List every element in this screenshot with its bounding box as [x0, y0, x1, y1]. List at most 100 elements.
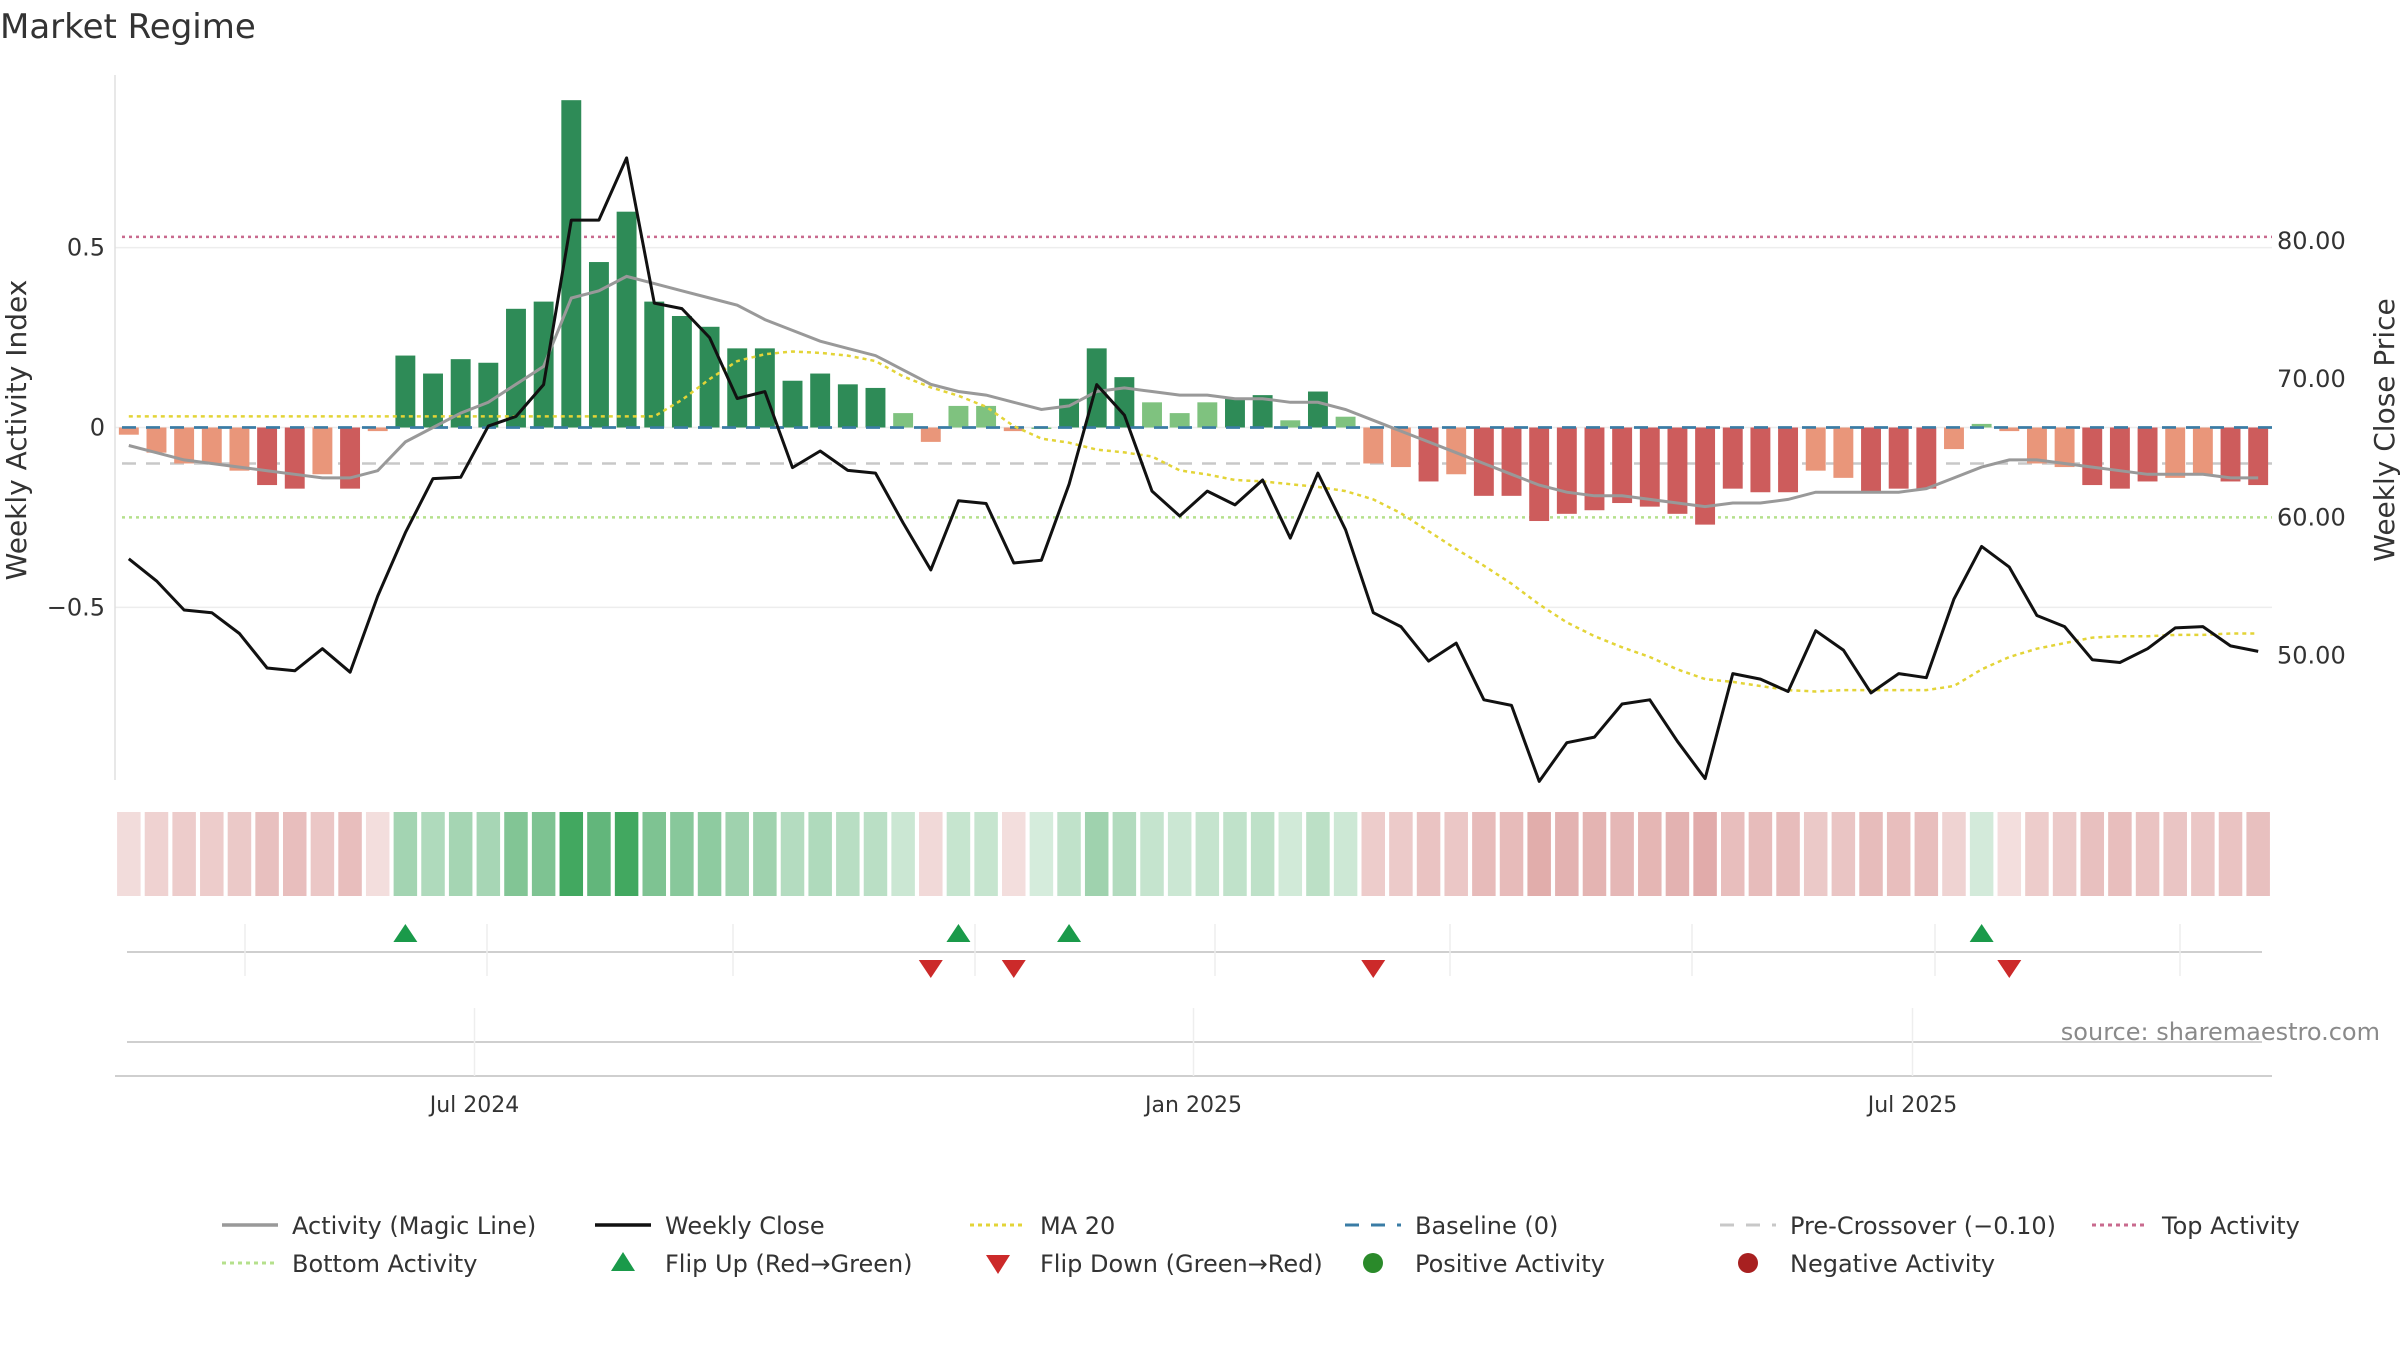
regime-cell	[144, 812, 169, 896]
regime-cell	[282, 812, 307, 896]
flip-down-marker	[1997, 960, 2022, 978]
activity-bar	[2026, 427, 2047, 464]
regime-cell	[1665, 812, 1690, 896]
regime-cell	[1112, 812, 1137, 896]
legend-label: Bottom Activity	[292, 1250, 477, 1278]
regime-cell	[117, 812, 141, 896]
regime-cell	[421, 812, 445, 896]
legend-item: Negative Activity	[1738, 1250, 1995, 1278]
regime-cell	[1527, 812, 1551, 896]
legend-item: Activity (Magic Line)	[222, 1212, 536, 1240]
activity-bar	[229, 427, 250, 471]
activity-bar	[727, 348, 748, 428]
regime-cell	[476, 812, 501, 896]
activity-bar	[1971, 423, 1992, 428]
legend-label: Baseline (0)	[1415, 1212, 1558, 1240]
regime-cell	[1803, 812, 1828, 896]
activity-bar	[948, 405, 969, 428]
ma20-line	[128, 350, 2259, 693]
activity-bar	[118, 427, 139, 435]
regime-cell	[1029, 812, 1054, 896]
activity-bar	[1639, 427, 1660, 507]
legend-label: MA 20	[1040, 1212, 1115, 1240]
activity-bar	[754, 348, 775, 428]
flip-up-marker	[1057, 924, 1082, 942]
regime-cell	[891, 812, 915, 896]
activity-bar	[644, 301, 665, 428]
regime-cell	[1444, 812, 1468, 896]
regime-cell	[1555, 812, 1579, 896]
activity-bar	[1280, 420, 1301, 428]
activity-bar	[2109, 427, 2130, 489]
regime-cell	[1250, 812, 1275, 896]
activity-bar	[671, 315, 692, 428]
activity-bar	[699, 326, 720, 428]
axes: 0.5 0 −0.5 80.00 70.00 60.00 50.00	[47, 75, 2346, 780]
regime-cell	[725, 812, 749, 896]
activity-bar	[1501, 427, 1522, 496]
activity-bar	[2248, 427, 2269, 486]
regime-cell	[1278, 812, 1303, 896]
legend-swatch	[611, 1252, 635, 1271]
legend-label: Positive Activity	[1415, 1250, 1605, 1278]
regime-cell	[1057, 812, 1081, 896]
activity-bar	[1529, 427, 1550, 522]
activity-bar	[1861, 427, 1881, 493]
date-tick-label: Jul 2025	[1866, 1093, 1958, 1118]
regime-cell	[2052, 812, 2077, 896]
regime-cell	[1997, 812, 2022, 896]
regime-cell	[172, 812, 196, 896]
activity-bar	[561, 100, 582, 428]
legend-item: Pre-Crossover (−0.10)	[1720, 1212, 2056, 1240]
right-tick-label: 60.00	[2277, 503, 2346, 531]
activity-bar	[782, 380, 803, 428]
activity-bar	[1225, 398, 1245, 428]
legend-item: Positive Activity	[1363, 1250, 1605, 1278]
activity-bar	[1252, 395, 1273, 428]
regime-cell	[587, 812, 611, 896]
legend-item: Top Activity	[2092, 1212, 2300, 1240]
activity-bar	[1695, 427, 1716, 525]
activity-bar	[976, 405, 997, 428]
regime-cell	[559, 812, 584, 896]
regime-cell	[1969, 812, 1994, 896]
regime-cell	[310, 812, 335, 896]
legend-label: Flip Up (Red→Green)	[665, 1250, 913, 1278]
right-tick-label: 80.00	[2277, 227, 2346, 255]
regime-cell	[1499, 812, 1524, 896]
chart-title: Market Regime	[0, 7, 256, 47]
activity-bar	[1169, 413, 1190, 428]
regime-cell	[1333, 812, 1358, 896]
activity-bar	[1307, 391, 1328, 428]
regime-cell	[1720, 812, 1745, 896]
regime-cell	[338, 812, 362, 896]
activity-bar	[920, 427, 941, 442]
activity-bar	[1335, 416, 1356, 428]
legend-label: Top Activity	[2161, 1212, 2300, 1240]
activity-bar	[478, 362, 499, 428]
regime-cell	[255, 812, 279, 896]
legend-item: Baseline (0)	[1345, 1212, 1558, 1240]
activity-bar	[1778, 427, 1799, 493]
regime-cell	[1472, 812, 1496, 896]
regime-cell	[974, 812, 998, 896]
activity-bar	[1114, 377, 1135, 428]
activity-bar	[1722, 427, 1743, 489]
activity-bar	[1197, 402, 1218, 428]
activity-bar	[1473, 427, 1494, 496]
activity-bar	[340, 427, 361, 489]
regime-cell	[1361, 812, 1386, 896]
regime-cell	[1638, 812, 1662, 896]
regime-cell	[780, 812, 805, 896]
right-tick-label: 70.00	[2277, 365, 2346, 393]
activity-bar	[201, 427, 222, 464]
regime-cell	[504, 812, 528, 896]
activity-bar	[1556, 427, 1577, 514]
activity-bar	[588, 262, 609, 428]
regime-cell	[2246, 812, 2270, 896]
activity-bar	[146, 427, 167, 453]
activity-bar	[1390, 427, 1411, 468]
activity-bar	[257, 427, 278, 486]
regime-cell	[1693, 812, 1717, 896]
